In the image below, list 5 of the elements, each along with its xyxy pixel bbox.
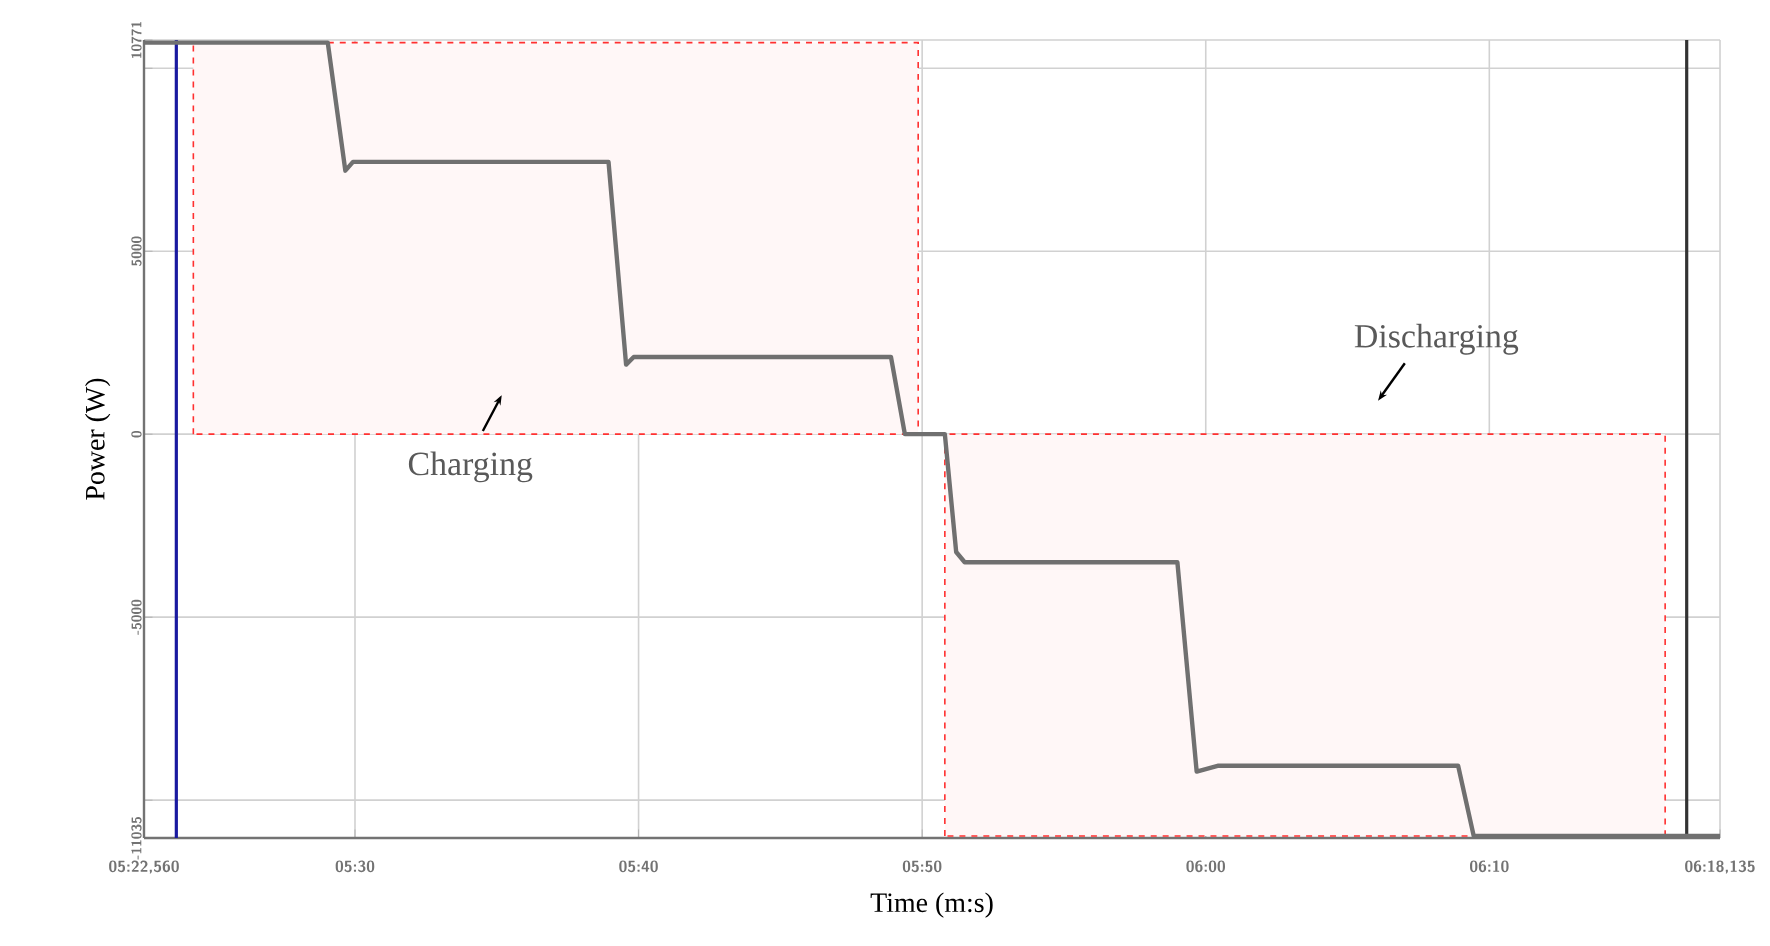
x-axis-title: Time (m:s) <box>870 892 993 918</box>
y-axis-title: Power (W) <box>84 378 111 500</box>
line-series <box>141 40 1723 839</box>
annotation: Discharging <box>1354 323 1519 355</box>
annotation: Charging <box>408 451 533 483</box>
